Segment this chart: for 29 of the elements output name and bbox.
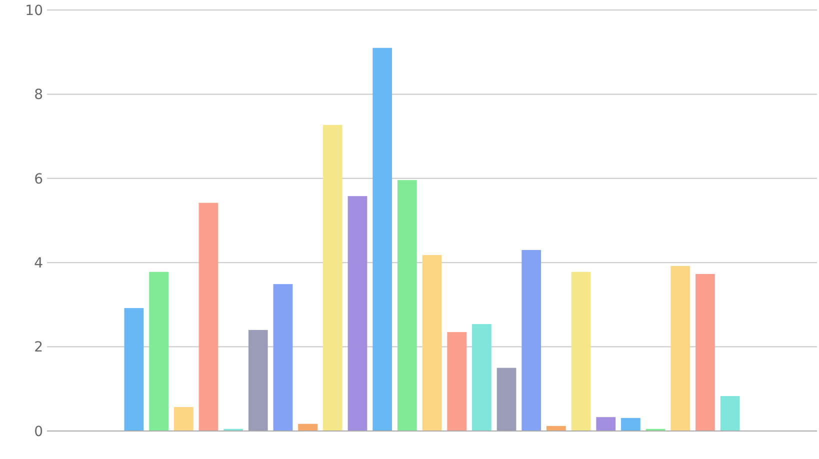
- y-tick-label: 2: [34, 340, 43, 356]
- bar: [273, 284, 293, 431]
- bar: [422, 255, 442, 431]
- bar: [447, 332, 467, 431]
- bar: [546, 426, 566, 431]
- bar: [198, 202, 218, 431]
- bar: [596, 417, 616, 431]
- y-tick-label: 10: [25, 2, 43, 19]
- y-tick-label: 0: [34, 424, 43, 440]
- bar: [248, 330, 268, 431]
- bar: [149, 272, 168, 431]
- bar: [322, 124, 342, 431]
- bar: [124, 308, 144, 431]
- y-tick-label: 4: [34, 256, 44, 272]
- bar: [472, 324, 492, 431]
- bar: [621, 418, 640, 431]
- bar: [696, 274, 715, 431]
- bar: [522, 250, 542, 431]
- bar: [571, 272, 591, 431]
- bar: [372, 48, 392, 431]
- bar: [298, 424, 318, 431]
- bar: [670, 266, 690, 431]
- bar: [174, 407, 194, 431]
- y-tick-label: 8: [34, 87, 43, 104]
- bar: [348, 196, 368, 431]
- y-tick-label: 6: [34, 171, 44, 188]
- bar: [496, 368, 516, 431]
- bar: [720, 396, 740, 431]
- bar: [397, 180, 417, 431]
